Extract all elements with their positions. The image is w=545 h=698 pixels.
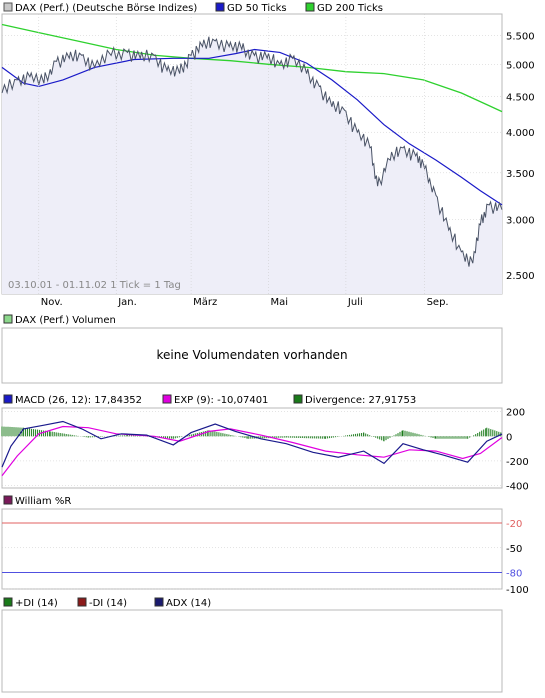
dmi-legend: +DI (14) -DI (14) ADX (14)	[3, 597, 211, 609]
legend-swatch-macd	[3, 394, 13, 404]
price-y-tick-label: 3.000	[506, 216, 535, 227]
dmi-plot-frame	[1, 609, 503, 693]
month-tick-label: Mai	[270, 297, 288, 308]
william-y-tick-label: -20	[506, 519, 522, 530]
price-y-tick-label: 4.000	[506, 128, 535, 139]
legend-label-exp: EXP (9): -10,07401	[174, 395, 268, 406]
price-y-tick-label: 5.000	[506, 60, 535, 71]
month-tick-label: Sep.	[427, 297, 449, 308]
legend-swatch-divergence	[293, 394, 303, 404]
volume-legend: DAX (Perf.) Volumen	[3, 314, 116, 326]
price-y-tick-label: 3.500	[506, 169, 535, 180]
macd-y-tick-label: 0	[506, 432, 512, 443]
legend-swatch-gd50	[215, 2, 225, 12]
legend-swatch-exp	[162, 394, 172, 404]
month-tick-label: Jan.	[117, 297, 137, 308]
legend-swatch-dax	[3, 2, 13, 12]
william-legend: William %R	[3, 495, 71, 507]
volume-plot-frame	[1, 327, 503, 384]
gd50-line	[1, 48, 503, 206]
legend-swatch-adx	[154, 597, 164, 607]
month-tick-label: Nov.	[41, 297, 63, 308]
legend-label-macd: MACD (26, 12): 17,84352	[15, 395, 142, 406]
william-y-tick-label: -100	[506, 585, 529, 596]
william-y-tick-label: -80	[506, 569, 522, 580]
dax-price-line	[1, 36, 503, 267]
price-y-tick-label: 4.500	[506, 92, 535, 103]
william-plot-frame	[1, 508, 503, 590]
legend-label-william: William %R	[15, 496, 71, 507]
month-tick-label: Juli	[347, 297, 363, 308]
legend-swatch-volume	[3, 314, 13, 324]
macd-y-tick-label: -400	[506, 482, 529, 493]
legend-label-dax: DAX (Perf.) (Deutsche Börse Indizes)	[15, 3, 197, 14]
legend-swatch-gd200	[305, 2, 315, 12]
price-info-text: 03.10.01 - 01.11.02 1 Tick = 1 Tag	[8, 280, 181, 291]
legend-label-gd200: GD 200 Ticks	[317, 3, 383, 14]
macd-plot-frame	[1, 407, 503, 489]
william-y-tick-label: -50	[506, 544, 522, 555]
price-y-tick-label: 2.500	[506, 271, 535, 282]
legend-swatch-dim	[77, 597, 87, 607]
legend-swatch-william	[3, 495, 13, 505]
price-legend: DAX (Perf.) (Deutsche Börse Indizes) GD …	[3, 2, 383, 14]
volume-empty-message: keine Volumendaten vorhanden	[156, 348, 347, 362]
macd-y-axis: 200 0 -200 -400	[506, 408, 529, 493]
dax-area-fill	[2, 36, 502, 294]
price-y-axis: 2.500 3.000 3.500 4.000 4.500 5.000 5.500	[506, 31, 535, 282]
divergence-bars	[1, 426, 502, 442]
exp-line	[1, 425, 503, 477]
macd-y-tick-label: 200	[506, 408, 525, 419]
macd-legend: MACD (26, 12): 17,84352 EXP (9): -10,074…	[3, 394, 416, 406]
legend-label-dim: -DI (14)	[89, 598, 127, 609]
william-y-axis: -20 -50 -80 -100	[506, 519, 529, 596]
legend-label-gd50: GD 50 Ticks	[227, 3, 287, 14]
macd-y-tick-label: -200	[506, 457, 529, 468]
month-tick-label: März	[193, 297, 217, 308]
legend-swatch-dip	[3, 597, 13, 607]
legend-label-divergence: Divergence: 27,91753	[305, 395, 416, 406]
macd-line	[1, 420, 503, 468]
price-y-tick-label: 5.500	[506, 31, 535, 42]
legend-label-adx: ADX (14)	[166, 598, 211, 609]
gd200-line	[1, 23, 503, 113]
william-grid	[2, 522, 502, 590]
legend-label-dip: +DI (14)	[15, 598, 58, 609]
legend-label-volume: DAX (Perf.) Volumen	[15, 315, 116, 326]
